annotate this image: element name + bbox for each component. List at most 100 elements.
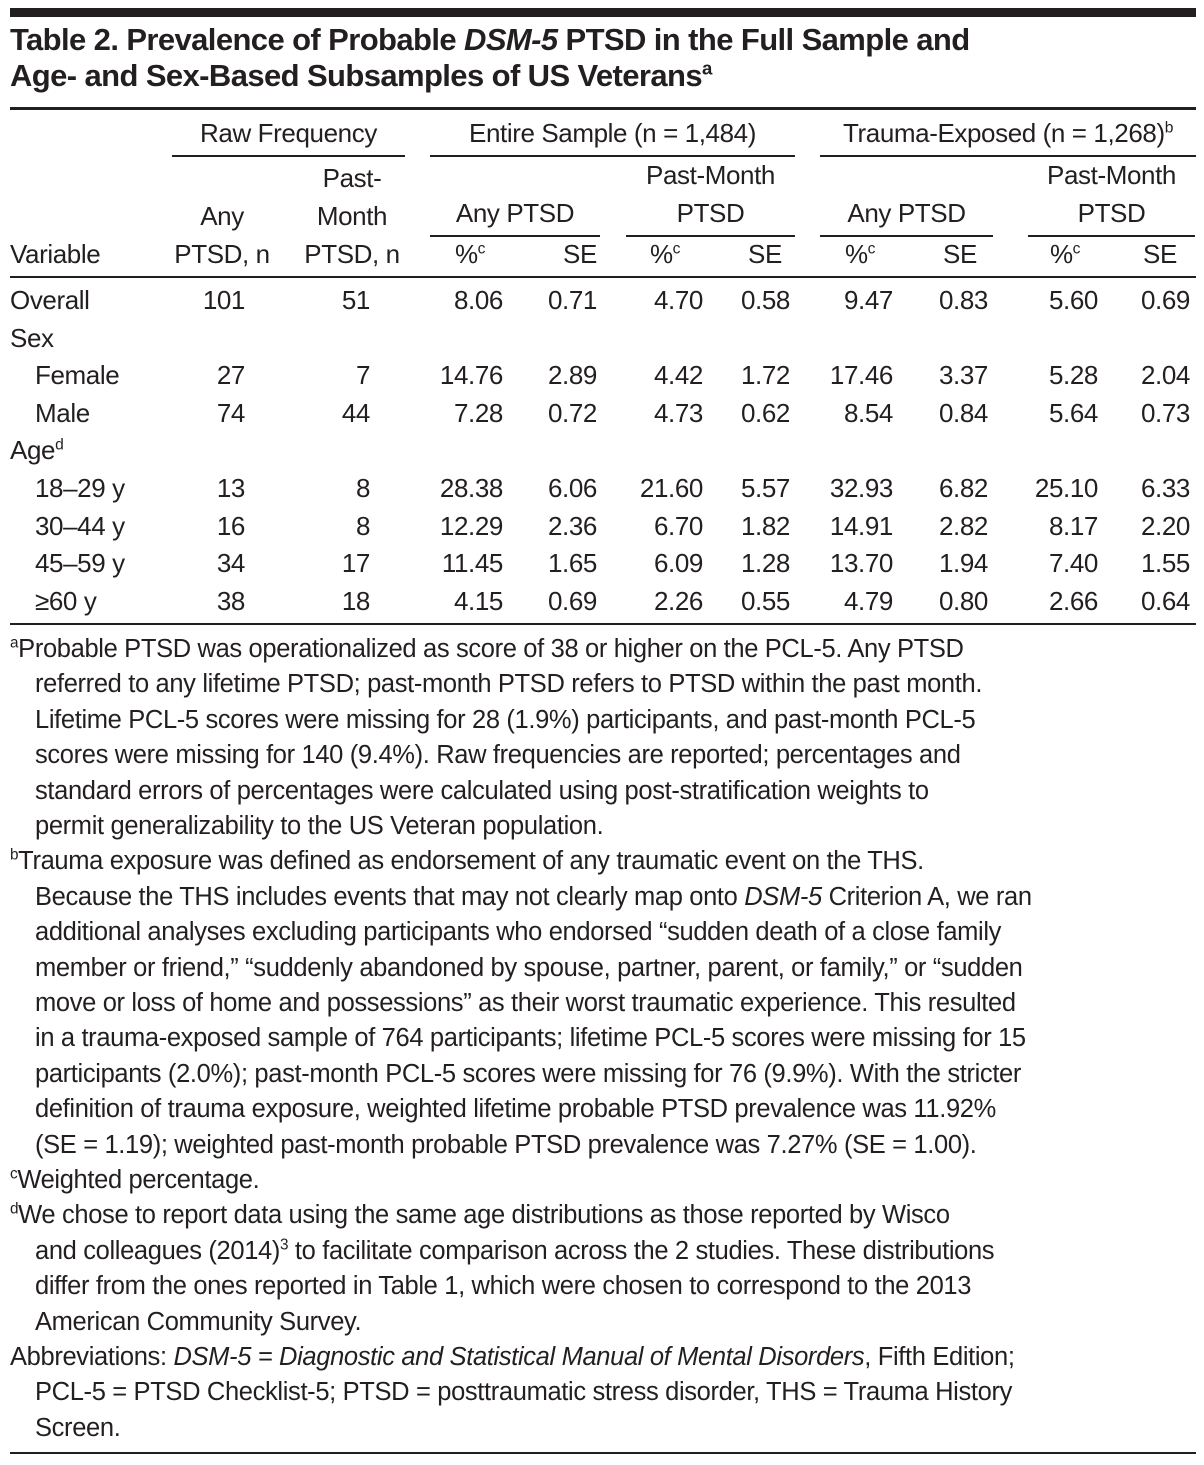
footnote-text: member or friend,” “suddenly abandoned b… bbox=[35, 953, 1023, 982]
table-cell: 17 bbox=[341, 548, 371, 579]
row-label-text: Sex bbox=[10, 322, 54, 353]
table-row: 18–29 y 13 8 28.38 6.06 21.60 5.57 32.93 6.82 25.… bbox=[0, 469, 1204, 507]
table-cell: 9.47 bbox=[843, 285, 893, 315]
footnote-line: member or friend,” “suddenly abandoned b… bbox=[35, 951, 1023, 986]
footnote-line: additional analyses excluding participan… bbox=[35, 915, 1001, 950]
row-label: 45–59 y bbox=[35, 544, 125, 582]
table-cell: 2.20 bbox=[1140, 510, 1190, 541]
footnote-line: dWe chose to report data using the same … bbox=[10, 1198, 950, 1233]
table-cell: 11.45 bbox=[441, 548, 504, 579]
title-italic: DSM-5 bbox=[464, 22, 558, 57]
table-cell: 8 bbox=[355, 510, 370, 541]
table-cell: 4.15 bbox=[453, 585, 503, 616]
footnote-marker: b bbox=[1164, 119, 1174, 137]
row-label: Sex bbox=[10, 319, 54, 357]
table-cell: 8.17 bbox=[1048, 510, 1098, 541]
pct-text: % bbox=[649, 239, 673, 269]
table-cell: 13 bbox=[216, 473, 246, 503]
sub-text: Past-Month bbox=[1047, 160, 1176, 190]
table-row: ≥60 y 38 18 4.15 0.69 2.26 0.55 4.79 0.80 2.66 0.6… bbox=[0, 582, 1204, 620]
footnote-marker: c bbox=[1072, 240, 1081, 258]
col-pct: %c bbox=[810, 235, 910, 273]
footnote-text: standard errors of percentages were calc… bbox=[35, 776, 929, 805]
table-cell: 0.80 bbox=[938, 585, 988, 616]
footnote-line: participants (2.0%); past-month PCL-5 sc… bbox=[35, 1057, 1021, 1092]
footnote-marker: d bbox=[55, 436, 64, 454]
table-bottom-rule bbox=[10, 623, 1196, 625]
title-text: Table 2. Prevalence of Probable bbox=[10, 22, 465, 57]
footnote-marker: c bbox=[867, 240, 876, 258]
sub-rule bbox=[430, 235, 600, 237]
table-cell: 6.82 bbox=[938, 473, 988, 503]
footnote-line: in a trauma-exposed sample of 764 partic… bbox=[35, 1021, 1026, 1056]
table-cell: 0.58 bbox=[740, 285, 790, 315]
table-cell: 27 bbox=[216, 360, 246, 391]
table-cell: 3.37 bbox=[938, 360, 988, 391]
row-label-text: ≥60 y bbox=[35, 585, 97, 616]
table-cell: 4.73 bbox=[653, 397, 703, 428]
footnote-line: Abbreviations: DSM-5 = Diagnostic and St… bbox=[10, 1340, 1015, 1375]
row-label: Overall bbox=[10, 281, 90, 319]
sub-text: PTSD bbox=[1077, 198, 1146, 228]
table-cell: 2.66 bbox=[1048, 585, 1098, 616]
table-cell: 14.91 bbox=[829, 510, 893, 541]
footnote-text: (SE = 1.19); weighted past-month probabl… bbox=[35, 1130, 977, 1159]
table-cell: 6.33 bbox=[1140, 473, 1190, 503]
footnote-line: Screen. bbox=[35, 1411, 121, 1446]
table-cell: 2.82 bbox=[938, 510, 988, 541]
footnote-text: and colleagues (2014) bbox=[35, 1236, 280, 1265]
table-row: Sex bbox=[0, 319, 1204, 357]
table-cell: 101 bbox=[202, 285, 246, 315]
table-cell: 1.94 bbox=[938, 548, 988, 579]
table-cell: 0.64 bbox=[1140, 585, 1190, 616]
pct-text: % bbox=[454, 239, 478, 269]
col-se: SE bbox=[1143, 239, 1177, 269]
col-head-text: Month bbox=[316, 201, 388, 231]
table-cell: 2.26 bbox=[653, 585, 703, 616]
row-label-text: 45–59 y bbox=[35, 548, 125, 579]
footnote-line: American Community Survey. bbox=[35, 1305, 362, 1340]
table-cell: 32.93 bbox=[829, 473, 893, 503]
footnote-text: Because the THS includes events that may… bbox=[35, 882, 745, 911]
row-label: ≥60 y bbox=[35, 582, 97, 620]
footnote-line: differ from the ones reported in Table 1… bbox=[35, 1269, 971, 1304]
footnote-line: referred to any lifetime PTSD; past-mont… bbox=[35, 667, 982, 702]
table-cell: 0.83 bbox=[938, 285, 988, 315]
table-cell: 2.36 bbox=[547, 510, 597, 541]
table-cell: 0.62 bbox=[740, 397, 790, 428]
footnote-text: DSM-5 = Diagnostic and Statistical Manua… bbox=[173, 1343, 865, 1371]
row-label-text: 18–29 y bbox=[35, 473, 125, 503]
table-cell: 4.79 bbox=[843, 585, 893, 616]
spanner-rule bbox=[820, 155, 1196, 157]
table-cell: 1.82 bbox=[740, 510, 790, 541]
row-label-text: Male bbox=[35, 397, 90, 428]
footnote-marker: a bbox=[702, 57, 712, 79]
col-se: SE bbox=[943, 239, 977, 269]
spanner-trauma-exposed: Trauma-Exposed (n = 1,268)b bbox=[820, 114, 1196, 152]
table-cell: 44 bbox=[341, 397, 371, 428]
footnote-text: differ from the ones reported in Table 1… bbox=[35, 1272, 972, 1301]
table-cell: 28.38 bbox=[439, 473, 503, 503]
footnote-text: Screen. bbox=[35, 1413, 121, 1442]
header-bottom-rule bbox=[10, 276, 1196, 278]
row-label-text: Age bbox=[10, 435, 56, 466]
table-cell: 2.89 bbox=[547, 360, 597, 391]
footnote-text: referred to any lifetime PTSD; past-mont… bbox=[35, 670, 983, 699]
footnote-line: cWeighted percentage. bbox=[10, 1163, 260, 1198]
table-cell: 8.54 bbox=[843, 397, 893, 428]
table-cell: 18 bbox=[341, 585, 371, 616]
footnote-line: (SE = 1.19); weighted past-month probabl… bbox=[35, 1128, 977, 1163]
footnote-marker: a bbox=[10, 634, 19, 652]
bottom-rule bbox=[10, 1452, 1196, 1454]
table-row: Female 27 7 14.76 2.89 4.42 1.72 17.46 3.37 5.28 2… bbox=[0, 356, 1204, 394]
row-label: 18–29 y bbox=[35, 469, 125, 507]
table-cell: 34 bbox=[216, 548, 246, 579]
table-cell: 5.28 bbox=[1048, 360, 1098, 391]
row-label: Aged bbox=[10, 431, 64, 469]
table-cell: 0.84 bbox=[938, 397, 988, 428]
footnote-text: scores were missing for 140 (9.4%). Raw … bbox=[35, 741, 961, 770]
spanner-rule bbox=[172, 155, 405, 157]
spanner-entire-sample: Entire Sample (n = 1,484) bbox=[469, 118, 756, 148]
footnote-text: Trauma exposure was defined as endorseme… bbox=[18, 847, 924, 876]
col-head-text: PTSD, n bbox=[304, 239, 400, 269]
